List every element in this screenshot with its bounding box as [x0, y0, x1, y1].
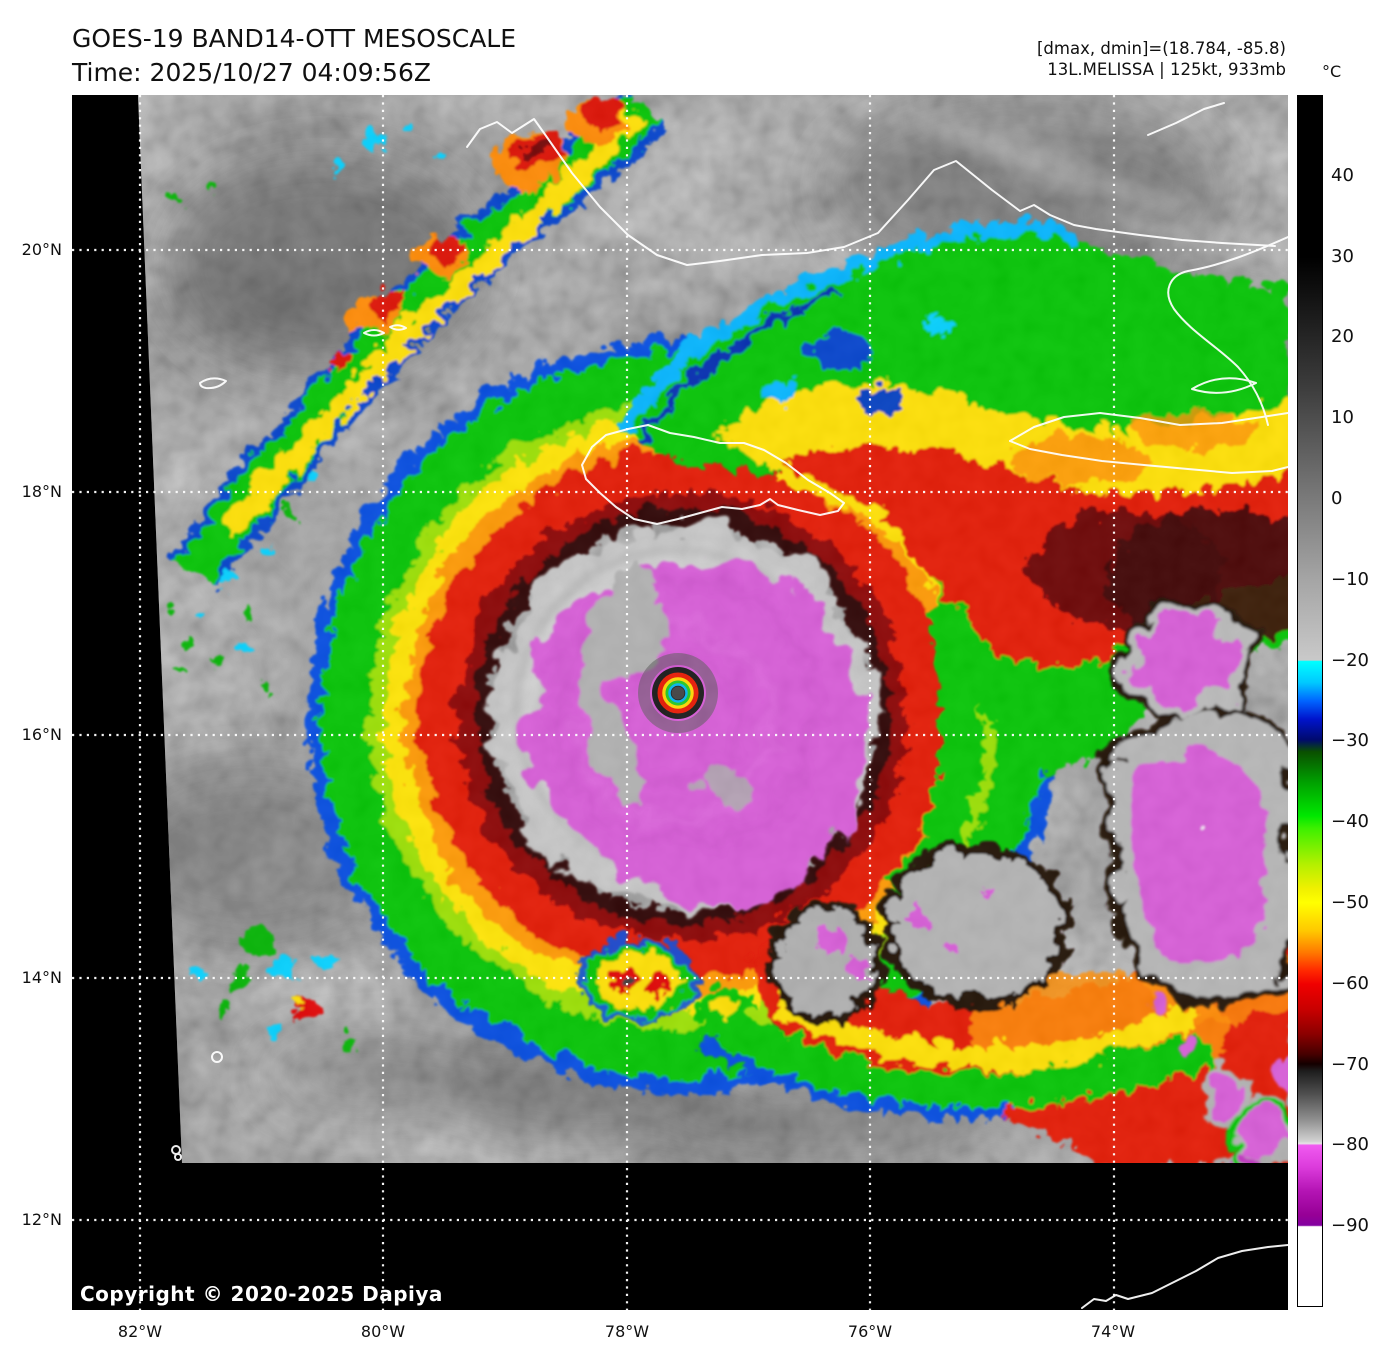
lon-tick-label: 82°W: [117, 1322, 163, 1341]
lon-tick-label: 74°W: [1090, 1322, 1136, 1341]
satellite-image: [72, 95, 1288, 1310]
colorbar-tick-label: 0: [1331, 488, 1343, 509]
colorbar: [1297, 95, 1323, 1307]
figure-title: GOES-19 BAND14-OTT MESOSCALE Time: 2025/1…: [72, 22, 516, 90]
colorbar-tick-label: −20: [1331, 649, 1369, 671]
colorbar-tick-label: −70: [1331, 1053, 1369, 1075]
colorbar-tick-label: −80: [1331, 1134, 1369, 1156]
colorbar-tick-label: 40: [1331, 164, 1354, 186]
lat-tick-label: 16°N: [21, 725, 62, 744]
range-annotation: [dmax, dmin]=(18.784, -85.8): [1037, 39, 1286, 58]
lat-tick-label: 12°N: [21, 1210, 62, 1229]
colorbar-tick-label: 30: [1331, 245, 1354, 267]
lon-tick-label: 80°W: [360, 1322, 406, 1341]
colorbar-tick-label: 20: [1331, 326, 1354, 348]
colorbar-tick-label: −50: [1331, 892, 1369, 913]
colorbar-tick-label: −90: [1331, 1215, 1369, 1237]
annotation-block: [dmax, dmin]=(18.784, -85.8) 13L.MELISSA…: [1037, 38, 1286, 80]
colorbar-unit-label: °C: [1322, 62, 1342, 81]
coastlines: [171, 102, 1288, 1309]
lat-tick-label: 20°N: [21, 240, 62, 259]
map-area: Copyright © 2020-2025 Dapiya: [72, 95, 1288, 1310]
colorbar-tick-label: 10: [1331, 407, 1354, 429]
colorbar-tick-label: −10: [1331, 568, 1369, 590]
lat-tick-label: 18°N: [21, 482, 62, 501]
graticule: [72, 95, 1288, 1310]
colorbar-tick-label: −30: [1331, 730, 1369, 752]
title-line: GOES-19 BAND14-OTT MESOSCALE: [72, 24, 517, 53]
copyright-text: Copyright © 2020-2025 Dapiya: [80, 1282, 443, 1306]
time-line: Time: 2025/10/27 04:09:56Z: [72, 58, 431, 87]
colorbar-tick-label: −40: [1331, 811, 1369, 833]
lat-tick-label: 14°N: [21, 968, 62, 987]
lon-tick-label: 76°W: [847, 1322, 893, 1341]
lon-tick-label: 78°W: [604, 1322, 650, 1341]
colorbar-tick-label: −60: [1331, 972, 1369, 994]
storm-annotation: 13L.MELISSA | 125kt, 933mb: [1047, 60, 1286, 79]
